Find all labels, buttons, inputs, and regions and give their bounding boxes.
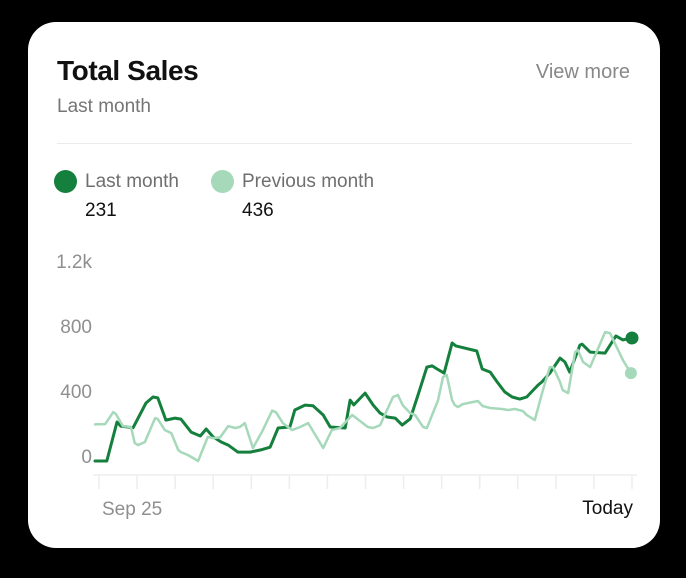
legend-item-last-month: Last month 231 <box>54 170 179 222</box>
y-axis-tick-label: 0 <box>81 447 92 468</box>
sales-line-chart[interactable]: 1.2k 800 400 0 Sep 25 Today <box>28 22 660 548</box>
divider <box>57 143 632 144</box>
legend-dot-icon <box>54 170 77 193</box>
view-more-link[interactable]: View more <box>535 61 630 83</box>
page-title: Total Sales <box>57 55 199 86</box>
series-end-dot <box>625 331 639 345</box>
series-line-last-month <box>93 334 634 463</box>
x-axis-end-label: Today <box>582 498 633 519</box>
series-line-previous-month <box>93 330 633 463</box>
y-axis-tick-label: 1.2k <box>56 252 92 273</box>
y-axis-tick-label: 800 <box>60 317 92 338</box>
legend-dot-icon <box>211 170 234 193</box>
legend-label: Last month <box>85 170 179 192</box>
x-axis-start-label: Sep 25 <box>102 499 163 520</box>
card-subtitle: Last month <box>57 96 151 117</box>
total-sales-card: Total Sales View more Last month Last mo… <box>28 22 660 548</box>
legend-value: 231 <box>85 200 117 221</box>
series-end-dot <box>624 367 637 380</box>
legend-value: 436 <box>242 200 274 221</box>
y-axis-tick-label: 400 <box>60 382 92 403</box>
legend-label: Previous month <box>242 170 375 192</box>
legend-item-previous-month: Previous month 436 <box>211 170 374 222</box>
chart-canvas[interactable] <box>28 22 660 548</box>
